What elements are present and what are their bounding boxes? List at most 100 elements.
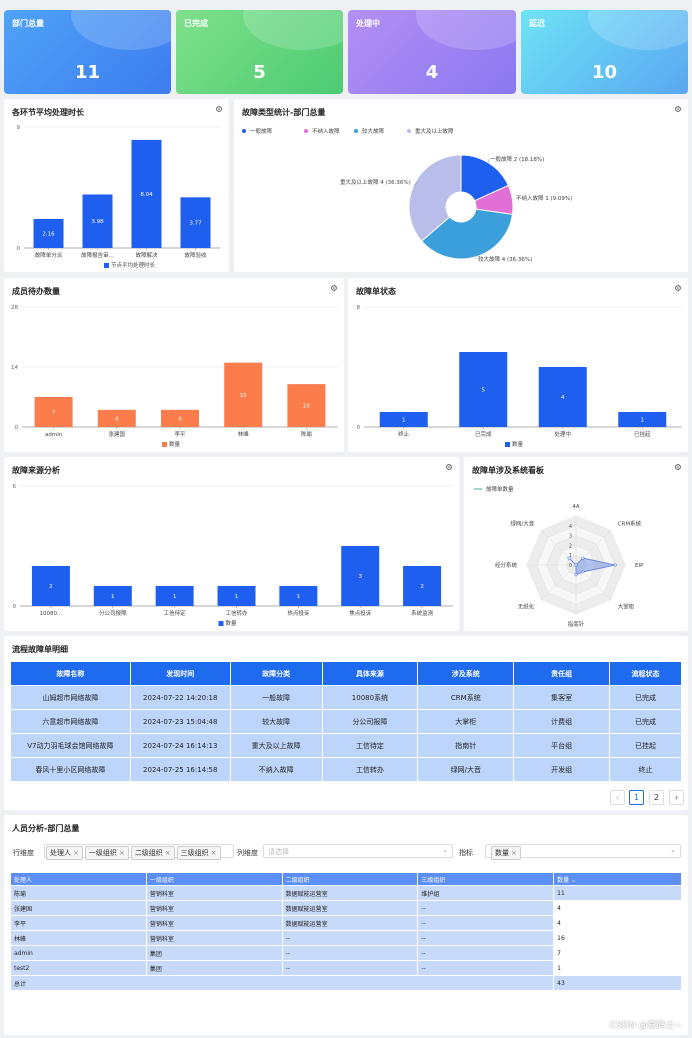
- card-person-analysis: 人员分析-部门总量 行维度 处理人 × 一级组织 × 二级组织 × 三级组织 × 列维度 请选…: [4, 815, 688, 1035]
- gear-icon[interactable]: [674, 284, 682, 292]
- flow-table-header: 具体来源: [321, 661, 419, 686]
- bar-value-label: 4: [561, 395, 565, 401]
- bar-value-label: 1: [235, 594, 239, 600]
- bar-value-label: 3.98: [91, 219, 104, 225]
- pivot-row: 林峰 营销科室 -- -- 16: [10, 930, 682, 946]
- bar: [538, 367, 587, 427]
- legend-label: 数量: [169, 440, 181, 448]
- pie-slice-label: 一般故障 2 (18.18%): [490, 155, 544, 163]
- chip-label: 一级组织: [88, 849, 117, 857]
- radar-point: [574, 563, 578, 567]
- table-cell: 计费组: [513, 709, 611, 734]
- pivot-cell: 4: [553, 915, 682, 931]
- flow-table-header: 责任组: [513, 661, 611, 686]
- pivot-row: admin 集团 -- -- 7: [10, 945, 682, 961]
- table-cell: 大掌柜: [417, 709, 515, 734]
- flow-table-header: 故障分类: [229, 661, 323, 686]
- table-cell: 2024-07-24 16:14:13: [129, 733, 231, 758]
- card-member-todo: 成员待办数量 28 14 0 7 admin 4 张建国 4 李平 15 林峰 10 陈瑜 数量: [4, 278, 344, 452]
- y-tick-label: 8: [357, 305, 361, 311]
- pivot-cell: 集团: [145, 960, 283, 976]
- page-2-button[interactable]: 2: [649, 790, 664, 805]
- pivot-row: test2 集团 -- -- 1: [10, 960, 682, 976]
- bar-value-label: 15: [240, 393, 247, 399]
- gear-icon[interactable]: [674, 463, 682, 471]
- bar: [379, 412, 428, 427]
- pivot-cell: --: [281, 960, 419, 976]
- bar: [131, 139, 162, 248]
- chart-title: 故障来源分析: [12, 466, 60, 475]
- bar: [155, 586, 194, 606]
- close-icon[interactable]: ×: [210, 849, 217, 857]
- close-icon[interactable]: ×: [511, 849, 517, 857]
- x-tick-label: 系统监测: [411, 609, 434, 617]
- bar: [459, 352, 508, 427]
- gear-icon[interactable]: [330, 284, 338, 292]
- page-1-button[interactable]: 1: [629, 790, 644, 805]
- radar-scale-label: 4: [569, 524, 572, 530]
- pivot-cell: 集团: [145, 945, 283, 961]
- row-dim-chip[interactable]: 一级组织 ×: [84, 846, 129, 860]
- gear-icon[interactable]: [445, 463, 453, 471]
- pivot-cell: --: [417, 900, 555, 916]
- bar-value-label: 3.77: [189, 221, 202, 227]
- pivot-cell: 11: [553, 885, 682, 901]
- pivot-cell: 张建国: [10, 900, 147, 916]
- total-label: 总计: [9, 975, 555, 991]
- table-row[interactable]: 山姆超市网络故障 2024-07-22 14:20:18 一般故障 10080系统 CR…: [10, 685, 682, 710]
- bar: [97, 409, 136, 427]
- row-dim-chip[interactable]: 二级组织 ×: [130, 846, 175, 860]
- pivot-row: 李平 营销科室 数据赋能运营室 -- 4: [10, 915, 682, 931]
- x-tick-label: 故障报告审...: [81, 251, 114, 259]
- x-tick-label: 已挂起: [634, 430, 651, 438]
- pivot-cell: 1: [553, 960, 682, 976]
- table-row[interactable]: V7动力羽毛球会馆网络故障 2024-07-24 16:14:13 重大及以上故障工…: [10, 733, 682, 758]
- legend-label: 较大故障: [362, 127, 385, 135]
- bar-value-label: 1: [297, 594, 301, 600]
- close-icon[interactable]: ×: [164, 849, 171, 857]
- metric-select[interactable]: 数量 × ⌄: [485, 844, 681, 860]
- chart-title: 故障单涉及系统看板: [472, 466, 544, 475]
- x-tick-label: 焦点投诉: [349, 609, 372, 617]
- table-row[interactable]: 春风十里小区网络故障 2024-07-25 16:14:58 不纳入故障 工信转办 绿网…: [10, 757, 682, 782]
- bar-value-label: 2.16: [42, 231, 55, 237]
- radar-scale-label: 1: [569, 553, 572, 559]
- pivot-cell: --: [281, 930, 419, 946]
- bar: [93, 586, 132, 606]
- card-fault-source: 故障来源分析 6 0 2 10080... 1 分公司报障 1 工信待定 1 工信转办 1 热点投诉 3…: [4, 457, 459, 631]
- table-cell: 2024-07-25 16:14:58: [129, 757, 231, 782]
- bar: [217, 586, 256, 606]
- row-dim-select[interactable]: 处理人 × 一级组织 × 二级组织 × 三级组织 ×: [44, 844, 234, 860]
- pivot-cell: 维护组: [417, 885, 555, 901]
- pivot-cell: --: [417, 960, 555, 976]
- close-icon[interactable]: ×: [118, 849, 125, 857]
- gear-icon[interactable]: [215, 105, 223, 113]
- col-dim-placeholder: 请选择: [268, 848, 289, 856]
- bar: [287, 384, 326, 427]
- gear-icon[interactable]: [674, 105, 682, 113]
- table-row[interactable]: 六意超市网络故障 2024-07-23 15:04:48 较大故障 分公司报障 大掌柜计…: [10, 709, 682, 734]
- close-icon[interactable]: ×: [73, 849, 79, 857]
- pivot-header[interactable]: 数量 ⌄: [553, 872, 682, 886]
- y-tick-label: 14: [11, 365, 18, 371]
- y-tick-label: 0: [13, 604, 17, 610]
- pivot-cell: 营销科室: [145, 915, 283, 931]
- row-dim-chip[interactable]: 处理人 ×: [46, 846, 83, 860]
- table-cell: 分公司报障: [321, 709, 419, 734]
- next-page-button[interactable]: ›: [669, 790, 684, 805]
- pivot-cell: test2: [10, 960, 147, 976]
- pivot-cell: 数据赋能运营室: [281, 885, 419, 901]
- watermark: CSDN @爱码士~: [609, 1021, 682, 1031]
- legend-swatch: [354, 129, 358, 133]
- kpi-value: 10: [591, 62, 618, 83]
- metric-chip[interactable]: 数量 ×: [491, 846, 521, 860]
- legend-swatch: [218, 621, 224, 626]
- pivot-header: 一级组织: [145, 872, 283, 886]
- card-flow-table: 流程故障单明细 故障名称 发现时间 故障分类 具体来源 涉及系统 责任组 流程状态 山姆超市…: [4, 636, 688, 810]
- pivot-header: 处理人: [10, 872, 147, 886]
- prev-page-button[interactable]: ‹: [610, 790, 625, 805]
- col-dim-select[interactable]: 请选择 ⌄: [263, 844, 453, 858]
- row-dim-chip[interactable]: 三级组织 ×: [176, 846, 221, 860]
- person-pivot-table: 处理人 一级组织 二级组织 三级组织 数量 ⌄ 陈瑜 营销科室 数据赋能运营室 维护组 11 张建…: [9, 872, 682, 991]
